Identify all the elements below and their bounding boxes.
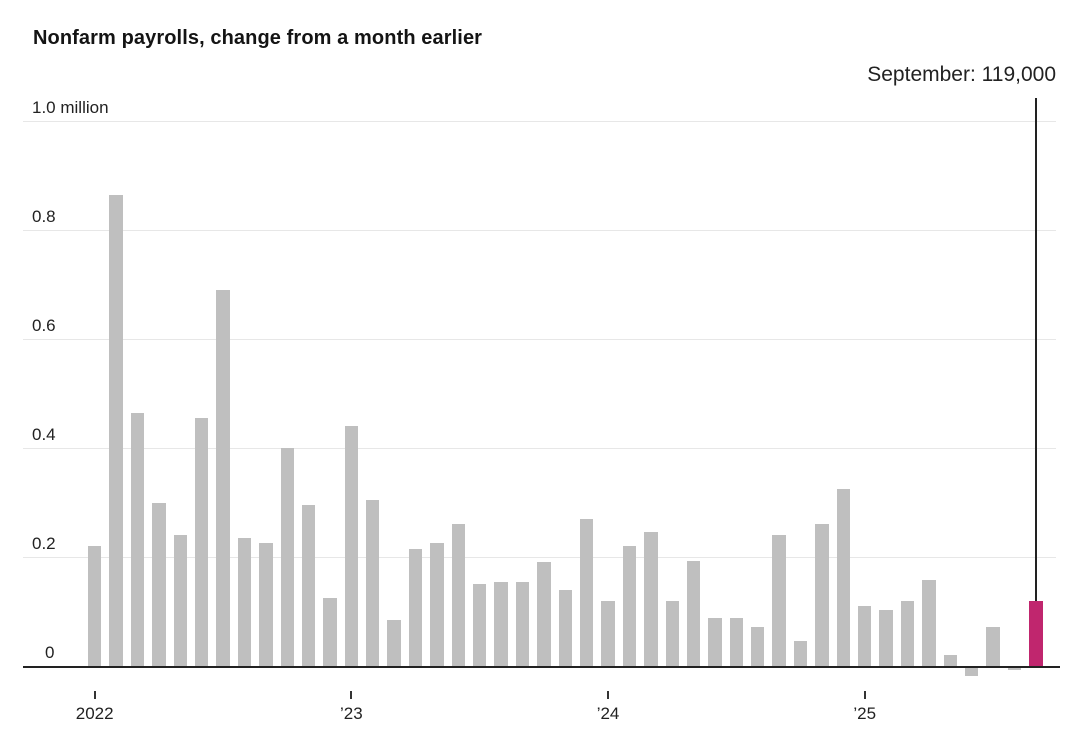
x-axis-line	[23, 665, 1060, 668]
bar-Jan 2022	[88, 546, 102, 666]
bar-Apr 2025	[922, 579, 936, 666]
bar-Apr 2022	[152, 502, 166, 666]
bar-Feb 2025	[879, 610, 893, 666]
bar-Jun 2024	[708, 618, 722, 666]
bar-May 2023	[430, 543, 444, 666]
bar-Mar 2024	[644, 532, 658, 666]
y-axis-label: 0.6	[32, 316, 56, 335]
bar-May 2024	[686, 560, 701, 666]
bar-Jul 2022	[216, 289, 230, 666]
bar-Feb 2024	[622, 546, 637, 666]
bar-Jul 2025	[986, 626, 1000, 666]
bar-Aug 2025	[1007, 667, 1022, 671]
bar-Jul 2023	[473, 584, 487, 666]
bar-Feb 2023	[366, 499, 380, 666]
bar-Jan 2024	[601, 600, 615, 666]
x-axis-label-’25: ’25	[853, 704, 877, 723]
bar-Mar 2025	[900, 600, 915, 666]
gridline-0.6	[23, 339, 1056, 340]
chart-title: Nonfarm payrolls, change from a month ea…	[33, 27, 483, 49]
bar-Oct 2023	[537, 562, 551, 666]
gridline-0.2	[23, 557, 1056, 558]
y-axis-label: 0.8	[32, 207, 56, 226]
gridline-0.8	[23, 230, 1056, 231]
bar-Jan 2023	[344, 426, 359, 666]
x-tick-mark-’24	[607, 691, 610, 699]
bar-Apr 2023	[408, 548, 423, 666]
y-axis-label: 0.2	[32, 534, 56, 553]
bar-Jun 2025	[964, 667, 979, 676]
bar-Sep 2022	[259, 543, 273, 666]
bar-Aug 2023	[494, 581, 508, 666]
bar-Oct 2022	[280, 448, 294, 666]
y-axis-label: 1.0 million	[32, 98, 109, 117]
y-axis-label: 0	[45, 643, 55, 662]
bar-Dec 2024	[836, 488, 851, 666]
bar-Jan 2025	[858, 606, 872, 666]
bar-Jun 2022	[194, 418, 209, 666]
x-axis-label-’24: ’24	[596, 704, 620, 723]
gridline-1.0 million	[23, 121, 1056, 122]
bar-Sep 2023	[515, 581, 530, 666]
bar-Sep 2024	[772, 535, 786, 666]
bar-Feb 2022	[109, 194, 123, 666]
gridline-0.4	[23, 448, 1056, 449]
x-axis-label-’23: ’23	[340, 704, 363, 723]
bar-Nov 2023	[558, 589, 572, 666]
bar-Aug 2022	[237, 537, 252, 666]
bar-Dec 2023	[579, 518, 594, 666]
x-axis-label-2022: 2022	[75, 704, 114, 723]
bar-Aug 2024	[751, 626, 765, 666]
bar-Mar 2022	[130, 412, 145, 666]
annotation-label: September: 119,000	[867, 63, 1056, 86]
bar-Mar 2023	[387, 619, 401, 666]
bar-highlight-Sep 2025	[1029, 601, 1043, 666]
bar-May 2022	[173, 535, 187, 666]
bar-Jul 2024	[729, 618, 744, 666]
bar-Jun 2023	[451, 524, 466, 666]
bar-Dec 2022	[323, 597, 337, 666]
bar-Apr 2024	[665, 600, 679, 666]
bar-Nov 2022	[301, 505, 316, 666]
annotation-callout-line	[1034, 98, 1037, 602]
bar-Nov 2024	[815, 524, 829, 666]
x-tick-mark-’25	[863, 691, 866, 699]
y-axis-label: 0.4	[32, 425, 56, 444]
x-tick-mark-2022	[93, 691, 96, 699]
bar-Oct 2024	[793, 641, 808, 666]
x-tick-mark-’23	[350, 691, 353, 699]
bar-May 2025	[943, 655, 957, 666]
